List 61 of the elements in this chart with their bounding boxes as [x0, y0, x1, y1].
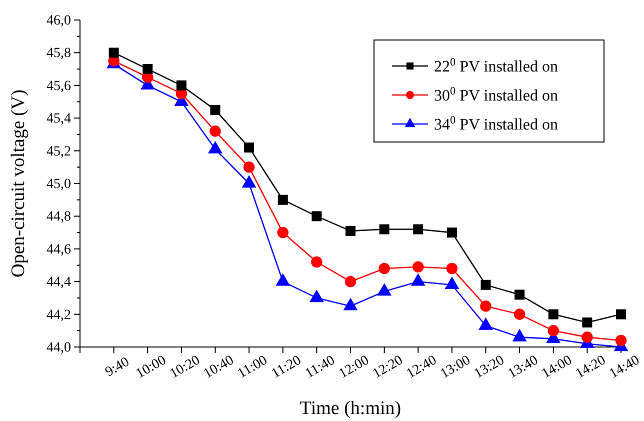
- y-axis-title: Open-circuit voltage (V): [8, 90, 29, 278]
- legend-label: 30$^{0}$ PV installed on: [434, 86, 558, 105]
- x-tick-label: 14:00: [540, 352, 575, 382]
- point: [615, 334, 627, 346]
- point: [378, 262, 390, 274]
- point: [480, 300, 492, 312]
- y-tick-label: 46,0: [46, 13, 71, 28]
- point: [582, 317, 592, 328]
- point: [210, 126, 221, 137]
- point: [312, 211, 322, 222]
- x-tick-label: 11:20: [269, 353, 304, 382]
- x-tick-label: 9:40: [102, 354, 132, 380]
- legend-label: 22$^{0}$ PV installed on: [434, 56, 558, 76]
- x-axis-title: Time (h:min): [300, 398, 402, 419]
- y-tick-label: 44,2: [46, 308, 71, 323]
- point: [346, 226, 356, 236]
- point: [413, 224, 424, 234]
- point: [176, 80, 186, 90]
- point: [616, 309, 626, 320]
- y-tick-label: 45,8: [46, 46, 71, 62]
- y-tick-label: 44,4: [46, 275, 71, 290]
- x-tick-label: 12:00: [336, 352, 372, 382]
- point: [108, 48, 119, 58]
- point: [548, 309, 558, 320]
- x-tick-label: 13:20: [472, 352, 508, 382]
- point: [210, 104, 220, 115]
- point: [278, 194, 288, 205]
- x-tick-label: 13:00: [438, 352, 474, 382]
- point: [514, 308, 526, 320]
- point: [277, 226, 289, 238]
- point: [412, 261, 424, 273]
- y-tick-label: 45,4: [46, 112, 71, 127]
- x-tick-label: 11:00: [235, 353, 270, 382]
- point: [446, 228, 457, 238]
- x-tick-label: 10:20: [168, 352, 203, 382]
- y-tick-label: 45,2: [46, 144, 71, 160]
- y-tick-label: 44,0: [46, 340, 71, 356]
- legend-label: 34$^{0}$ PV installed on: [434, 114, 558, 134]
- point: [582, 332, 593, 343]
- point: [243, 162, 255, 173]
- y-tick-label: 44,8: [46, 210, 71, 225]
- point: [244, 142, 254, 153]
- x-tick-label: 11:40: [303, 353, 338, 382]
- x-tick-label: 13:40: [506, 352, 541, 382]
- point: [379, 224, 390, 234]
- x-tick-label: 12:20: [370, 352, 406, 382]
- x-tick-label: 10:00: [134, 352, 169, 382]
- y-tick-label: 45,0: [46, 176, 71, 192]
- y-tick-label: 45,6: [46, 78, 71, 94]
- x-tick-label: 14:20: [573, 352, 608, 382]
- x-tick-label: 14:40: [607, 352, 642, 382]
- point: [446, 262, 458, 274]
- point: [480, 280, 491, 290]
- y-tick-label: 44,6: [46, 242, 71, 258]
- x-tick-label: 12:40: [404, 352, 440, 382]
- point: [514, 290, 525, 300]
- point: [311, 256, 322, 268]
- point: [548, 325, 560, 336]
- x-tick-label: 10:40: [201, 352, 237, 382]
- point: [344, 276, 356, 288]
- point: [142, 64, 153, 74]
